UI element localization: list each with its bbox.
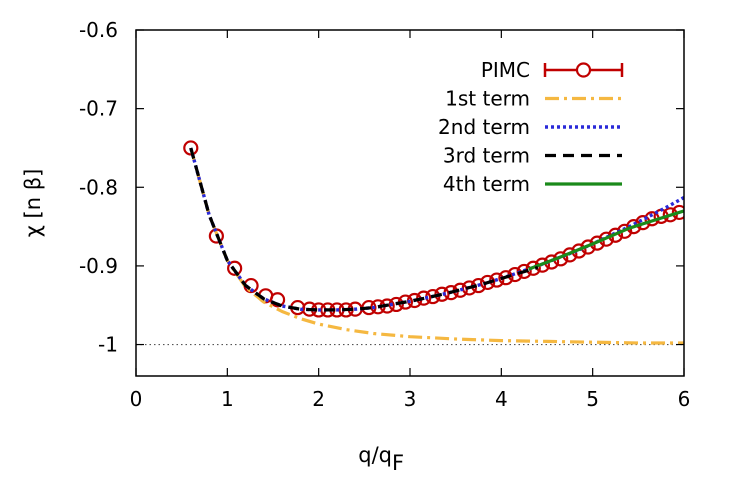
x-tick-label: 3 bbox=[404, 387, 417, 411]
pimc-data-point bbox=[525, 260, 541, 276]
y-tick-label: -0.6 bbox=[79, 18, 118, 42]
4th-term-line bbox=[528, 209, 684, 271]
pimc-data-point bbox=[227, 260, 243, 276]
y-tick-label: -0.8 bbox=[79, 175, 118, 199]
y-axis-label: χ [n β] bbox=[21, 169, 45, 238]
x-axis-label-subscript: F bbox=[392, 451, 404, 475]
y-tick-label: -1 bbox=[98, 333, 118, 357]
x-tick-label: 5 bbox=[586, 387, 599, 411]
pimc-data-point bbox=[498, 270, 514, 286]
pimc-data-point bbox=[480, 274, 496, 291]
plot-frame bbox=[135, 29, 685, 377]
legend-label-3rd-term: 3rd term bbox=[443, 144, 530, 168]
series-layer bbox=[183, 140, 684, 345]
legend-label-2nd-term: 2nd term bbox=[438, 115, 530, 139]
y-tick-label: -0.9 bbox=[79, 254, 118, 278]
x-tick-label: 1 bbox=[221, 387, 234, 411]
pimc-data-point bbox=[183, 140, 199, 156]
2nd-term-line bbox=[189, 147, 684, 312]
x-tick-label: 4 bbox=[495, 387, 508, 411]
3rd-term-line bbox=[189, 147, 539, 312]
pimc-data-point bbox=[269, 292, 286, 308]
legend-marker-pimc bbox=[575, 62, 592, 78]
legend-label-pimc: PIMC bbox=[481, 58, 530, 82]
pimc-data-point bbox=[626, 218, 642, 235]
legend-label-1st-term: 1st term bbox=[445, 87, 530, 111]
y-tick-label: -0.7 bbox=[79, 97, 118, 121]
pimc-data-point bbox=[461, 280, 477, 296]
x-tick-label: 2 bbox=[312, 387, 325, 411]
x-tick-label: 0 bbox=[130, 387, 143, 411]
pimc-data-point bbox=[671, 204, 684, 221]
legend-label-4th-term: 4th term bbox=[443, 172, 530, 196]
x-tick-label: 6 bbox=[678, 387, 691, 411]
tick-layer: 0 1 2 3 4 5 6 -1 -0.9 -0.8 -0.7 -0.6 bbox=[79, 18, 690, 411]
x-axis-label: q/q bbox=[358, 443, 392, 467]
legend: PIMC 1st term 2nd term 3rd term 4th term bbox=[438, 58, 624, 196]
